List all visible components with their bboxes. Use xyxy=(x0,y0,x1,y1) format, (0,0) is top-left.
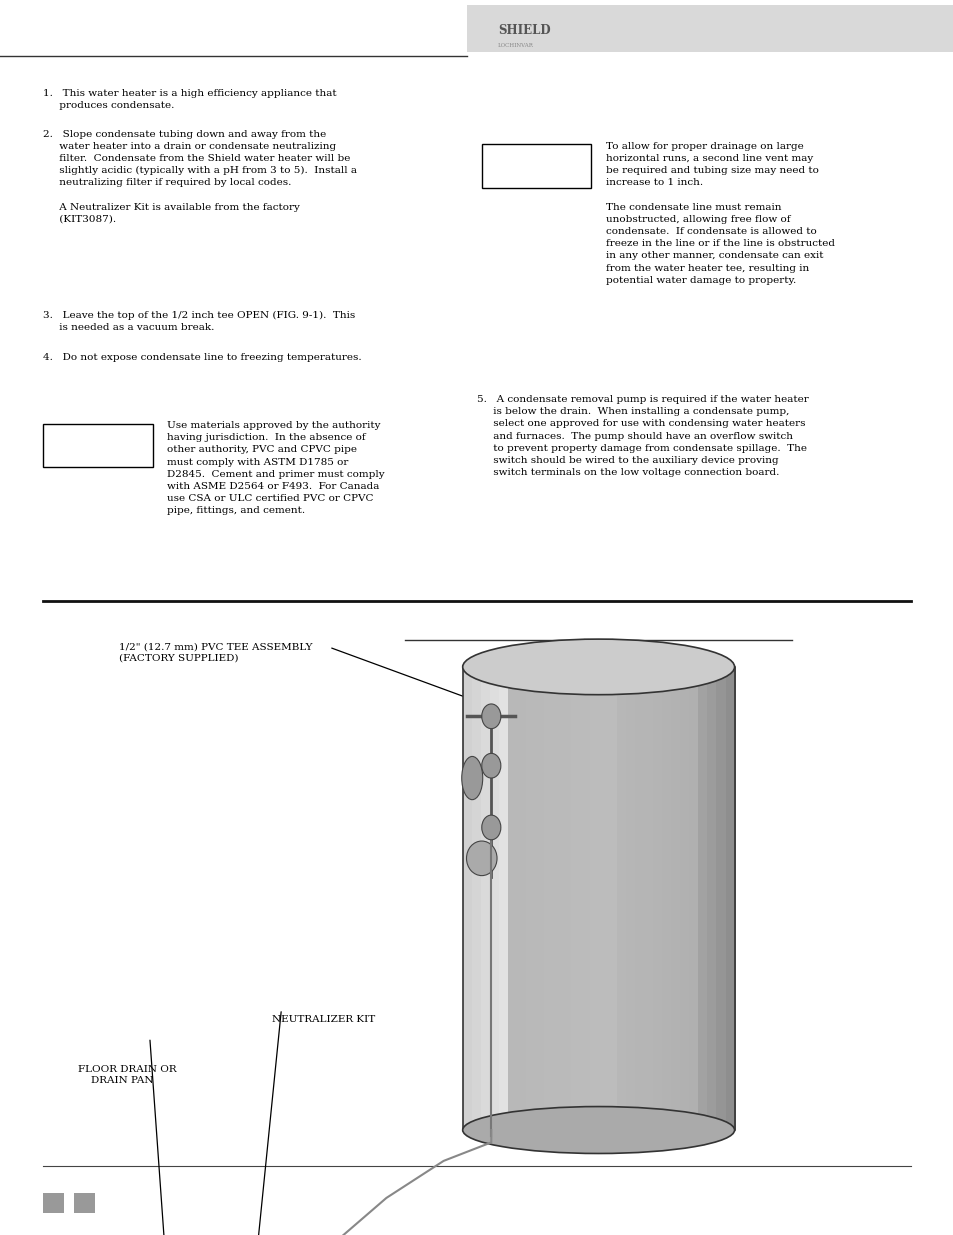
Bar xyxy=(535,667,545,1130)
Bar xyxy=(698,667,708,1130)
Bar xyxy=(661,667,672,1130)
Bar xyxy=(467,5,953,52)
Text: 3.   Leave the top of the 1/2 inch tee OPEN (FIG. 9-1).  This
     is needed as : 3. Leave the top of the 1/2 inch tee OPE… xyxy=(43,311,355,332)
Text: NEUTRALIZER KIT: NEUTRALIZER KIT xyxy=(272,1015,375,1024)
Text: 2.   Slope condensate tubing down and away from the
     water heater into a dra: 2. Slope condensate tubing down and away… xyxy=(43,130,356,224)
Ellipse shape xyxy=(462,640,734,694)
Bar xyxy=(517,667,528,1130)
Bar xyxy=(688,667,700,1130)
Text: 4.   Do not expose condensate line to freezing temperatures.: 4. Do not expose condensate line to free… xyxy=(43,353,361,362)
Bar xyxy=(462,667,734,1130)
Bar xyxy=(716,667,726,1130)
Text: SHIELD: SHIELD xyxy=(497,23,550,37)
Text: FLOOR DRAIN OR
    DRAIN PAN: FLOOR DRAIN OR DRAIN PAN xyxy=(78,1065,176,1086)
Text: To allow for proper drainage on large
horizontal runs, a second line vent may
be: To allow for proper drainage on large ho… xyxy=(605,142,834,285)
Text: 1.   This water heater is a high efficiency appliance that
     produces condens: 1. This water heater is a high efficienc… xyxy=(43,89,336,110)
Bar xyxy=(553,667,563,1130)
Bar xyxy=(74,1193,95,1213)
Bar xyxy=(543,667,555,1130)
Bar xyxy=(598,667,609,1130)
Bar xyxy=(652,667,663,1130)
Text: 5.   A condensate removal pump is required if the water heater
     is below the: 5. A condensate removal pump is required… xyxy=(476,395,808,477)
Circle shape xyxy=(481,815,500,840)
Bar xyxy=(462,667,473,1130)
Bar xyxy=(679,667,690,1130)
Bar xyxy=(635,667,645,1130)
Bar xyxy=(471,667,482,1130)
Bar xyxy=(579,667,591,1130)
Bar xyxy=(607,667,618,1130)
Bar xyxy=(643,667,654,1130)
Ellipse shape xyxy=(466,841,497,876)
Bar xyxy=(571,667,581,1130)
Bar xyxy=(43,424,152,467)
Ellipse shape xyxy=(462,1107,734,1153)
Text: LOCHINVAR: LOCHINVAR xyxy=(497,42,534,48)
Bar xyxy=(670,667,681,1130)
Bar xyxy=(481,144,591,188)
Bar xyxy=(625,667,636,1130)
Bar xyxy=(43,1193,64,1213)
Circle shape xyxy=(481,753,500,778)
Bar xyxy=(561,667,573,1130)
Text: 1/2" (12.7 mm) PVC TEE ASSEMBLY
(FACTORY SUPPLIED): 1/2" (12.7 mm) PVC TEE ASSEMBLY (FACTORY… xyxy=(119,642,313,663)
Bar xyxy=(616,667,627,1130)
Bar xyxy=(707,667,718,1130)
Text: Use materials approved by the authority
having jurisdiction.  In the absence of
: Use materials approved by the authority … xyxy=(167,421,384,515)
Bar xyxy=(724,667,736,1130)
Ellipse shape xyxy=(461,756,482,800)
Bar xyxy=(490,667,500,1130)
Bar xyxy=(498,667,509,1130)
Circle shape xyxy=(481,704,500,729)
Bar xyxy=(507,667,518,1130)
Bar xyxy=(480,667,492,1130)
Bar xyxy=(589,667,600,1130)
Bar xyxy=(526,667,537,1130)
